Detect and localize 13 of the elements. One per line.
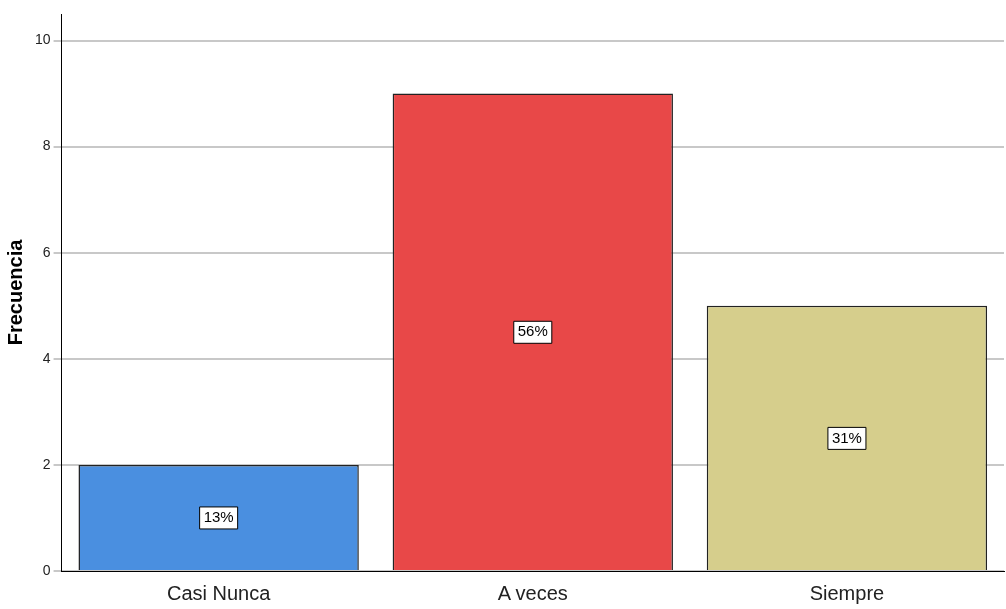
- y-tick-label: 2: [42, 455, 51, 472]
- y-tick-label: 0: [42, 561, 51, 578]
- y-tick-label: 6: [42, 243, 51, 260]
- y-axis-title: Frecuencia: [3, 238, 26, 346]
- y-tick-label: 4: [42, 349, 51, 366]
- x-tick-label: Siempre: [809, 581, 885, 604]
- x-tick-label: A veces: [497, 581, 568, 604]
- y-tick-label: 10: [34, 31, 51, 48]
- annotation: 56%: [517, 322, 548, 340]
- annotation: 31%: [831, 428, 862, 446]
- y-tick-label: 8: [42, 137, 51, 154]
- annotation: 13%: [203, 508, 234, 526]
- x-tick-label: Casi Nunca: [166, 581, 272, 604]
